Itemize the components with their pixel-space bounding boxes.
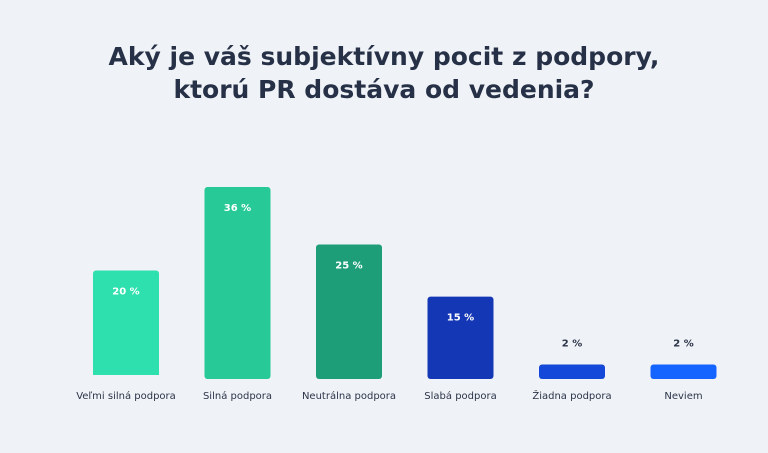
chart-title-line-1: Aký je váš subjektívny pocit z podpory,: [108, 42, 660, 71]
bar-1: [93, 270, 159, 379]
value-label-3: 25 %: [335, 260, 362, 271]
bar-3: [316, 244, 382, 379]
category-label-3: Neutrálna podpora: [302, 390, 396, 402]
category-label-4: Slabá podpora: [424, 390, 496, 402]
category-label-6: Neviem: [664, 391, 702, 402]
category-label-2: Silná podpora: [203, 390, 272, 402]
chart-title-line-2: ktorú PR dostáva od vedenia?: [173, 75, 595, 104]
category-label-1: Veľmi silná podpora: [76, 390, 176, 402]
bar-2: [204, 187, 271, 379]
value-label-6: 2 %: [673, 339, 693, 350]
value-label-5: 2 %: [562, 339, 582, 350]
bar-5: [539, 364, 605, 379]
chart-title: Aký je váš subjektívny pocit z podpory, …: [0, 40, 768, 106]
baseline-mask: [0, 375, 768, 383]
value-label-4: 15 %: [447, 313, 474, 324]
bar-4: [427, 296, 494, 379]
value-label-2: 36 %: [224, 203, 251, 214]
bar-6: [650, 364, 717, 379]
category-label-5: Žiadna podpora: [532, 389, 611, 402]
value-label-1: 20 %: [112, 287, 139, 298]
